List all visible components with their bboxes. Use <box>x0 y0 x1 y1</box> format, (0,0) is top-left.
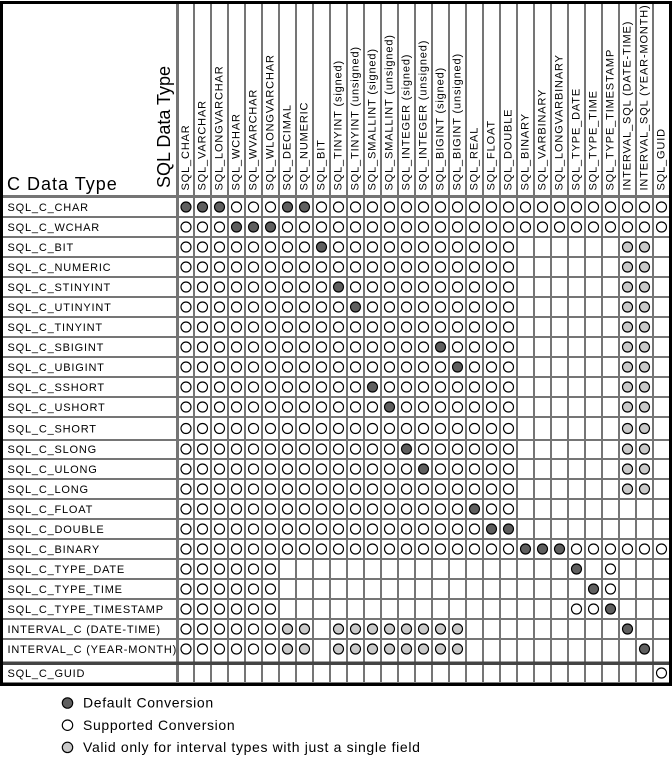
svg-text:SQL_C_SLONG: SQL_C_SLONG <box>8 444 98 456</box>
svg-text:SQL_SMALLINT (signed): SQL_SMALLINT (signed) <box>367 48 379 190</box>
svg-text:Supported Conversion: Supported Conversion <box>83 717 235 733</box>
svg-text:SQL_VARCHAR: SQL_VARCHAR <box>197 100 209 190</box>
svg-text:C Data Type: C Data Type <box>7 174 118 194</box>
svg-text:SQL_REAL: SQL_REAL <box>469 127 481 191</box>
svg-text:SQL_C_UBIGINT: SQL_C_UBIGINT <box>8 362 105 374</box>
svg-text:SQL_INTEGER (signed): SQL_INTEGER (signed) <box>401 54 413 191</box>
svg-text:SQL_C_UTINYINT: SQL_C_UTINYINT <box>8 302 112 314</box>
svg-text:SQL_LONGVARBINARY: SQL_LONGVARBINARY <box>554 54 566 190</box>
svg-text:SQL_TYPE_DATE: SQL_TYPE_DATE <box>571 88 583 191</box>
svg-text:SQL_C_TYPE_TIME: SQL_C_TYPE_TIME <box>8 584 123 596</box>
svg-text:INTERVAL_C (DATE-TIME): INTERVAL_C (DATE-TIME) <box>8 624 161 636</box>
svg-text:SQL_C_USHORT: SQL_C_USHORT <box>8 402 106 414</box>
svg-text:SQL_C_TINYINT: SQL_C_TINYINT <box>8 322 103 334</box>
svg-text:SQL Data Type: SQL Data Type <box>154 66 174 188</box>
svg-text:SQL_LONGVARCHAR: SQL_LONGVARCHAR <box>214 65 226 190</box>
svg-text:SQL_C_CHAR: SQL_C_CHAR <box>8 202 89 214</box>
svg-text:SQL_DECIMAL: SQL_DECIMAL <box>282 104 294 190</box>
svg-text:INTERVAL_SQL (DATE-TIME): INTERVAL_SQL (DATE-TIME) <box>622 21 634 191</box>
svg-text:SQL_C_NUMERIC: SQL_C_NUMERIC <box>8 262 112 274</box>
svg-text:Valid only for interval types: Valid only for interval types with just … <box>83 739 421 755</box>
svg-text:SQL_C_STINYINT: SQL_C_STINYINT <box>8 282 112 294</box>
svg-text:SQL_VARBINARY: SQL_VARBINARY <box>537 89 549 191</box>
svg-text:SQL_INTEGER (unsigned): SQL_INTEGER (unsigned) <box>418 40 430 191</box>
svg-text:SQL_TINYINT (unsigned): SQL_TINYINT (unsigned) <box>350 46 362 190</box>
svg-text:SQL_C_DOUBLE: SQL_C_DOUBLE <box>8 524 105 536</box>
svg-text:Default Conversion: Default Conversion <box>83 695 214 711</box>
svg-text:INTERVAL_C (YEAR-MONTH): INTERVAL_C (YEAR-MONTH) <box>8 644 178 656</box>
svg-text:SQL_FLOAT: SQL_FLOAT <box>486 120 498 190</box>
svg-text:SQL_C_SBIGINT: SQL_C_SBIGINT <box>8 342 105 354</box>
svg-text:SQL_C_BIT: SQL_C_BIT <box>8 242 75 254</box>
svg-text:SQL_C_SHORT: SQL_C_SHORT <box>8 424 97 436</box>
svg-text:SQL_C_BINARY: SQL_C_BINARY <box>8 544 101 556</box>
svg-text:SQL_WVARCHAR: SQL_WVARCHAR <box>248 89 260 191</box>
svg-text:SQL_TYPE_TIME: SQL_TYPE_TIME <box>588 90 600 190</box>
svg-text:SQL_C_LONG: SQL_C_LONG <box>8 484 89 496</box>
svg-text:SQL_TYPE_TIMESTAMP: SQL_TYPE_TIMESTAMP <box>605 49 617 191</box>
svg-text:SQL_DOUBLE: SQL_DOUBLE <box>503 109 515 191</box>
svg-text:SQL_C_ULONG: SQL_C_ULONG <box>8 464 98 476</box>
svg-text:SQL_BIGINT (signed): SQL_BIGINT (signed) <box>435 67 447 191</box>
svg-text:SQL_C_SSHORT: SQL_C_SSHORT <box>8 382 105 394</box>
svg-text:SQL_C_TYPE_TIMESTAMP: SQL_C_TYPE_TIMESTAMP <box>8 604 164 616</box>
svg-text:SQL_BIT: SQL_BIT <box>316 139 328 190</box>
svg-text:SQL_WLONGVARCHAR: SQL_WLONGVARCHAR <box>265 54 277 190</box>
svg-text:INTERVAL_SQL (YEAR-MONTH): INTERVAL_SQL (YEAR-MONTH) <box>639 4 651 190</box>
svg-text:SQL_C_GUID: SQL_C_GUID <box>8 668 86 680</box>
svg-text:SQL_C_TYPE_DATE: SQL_C_TYPE_DATE <box>8 564 126 576</box>
svg-text:SQL_TINYINT (signed): SQL_TINYINT (signed) <box>333 60 345 191</box>
svg-text:SQL_WCHAR: SQL_WCHAR <box>231 113 243 190</box>
svg-text:SQL_BIGINT (unsigned): SQL_BIGINT (unsigned) <box>452 53 464 190</box>
svg-text:SQL_CHAR: SQL_CHAR <box>180 124 192 190</box>
svg-text:SQL_SMALLINT (unsigned): SQL_SMALLINT (unsigned) <box>384 34 396 190</box>
svg-text:SQL_C_WCHAR: SQL_C_WCHAR <box>8 222 101 234</box>
svg-text:SQL_GUID: SQL_GUID <box>656 128 668 190</box>
svg-text:SQL_BINARY: SQL_BINARY <box>520 113 532 190</box>
svg-text:SQL_NUMERIC: SQL_NUMERIC <box>299 102 311 191</box>
svg-text:SQL_C_FLOAT: SQL_C_FLOAT <box>8 504 94 516</box>
